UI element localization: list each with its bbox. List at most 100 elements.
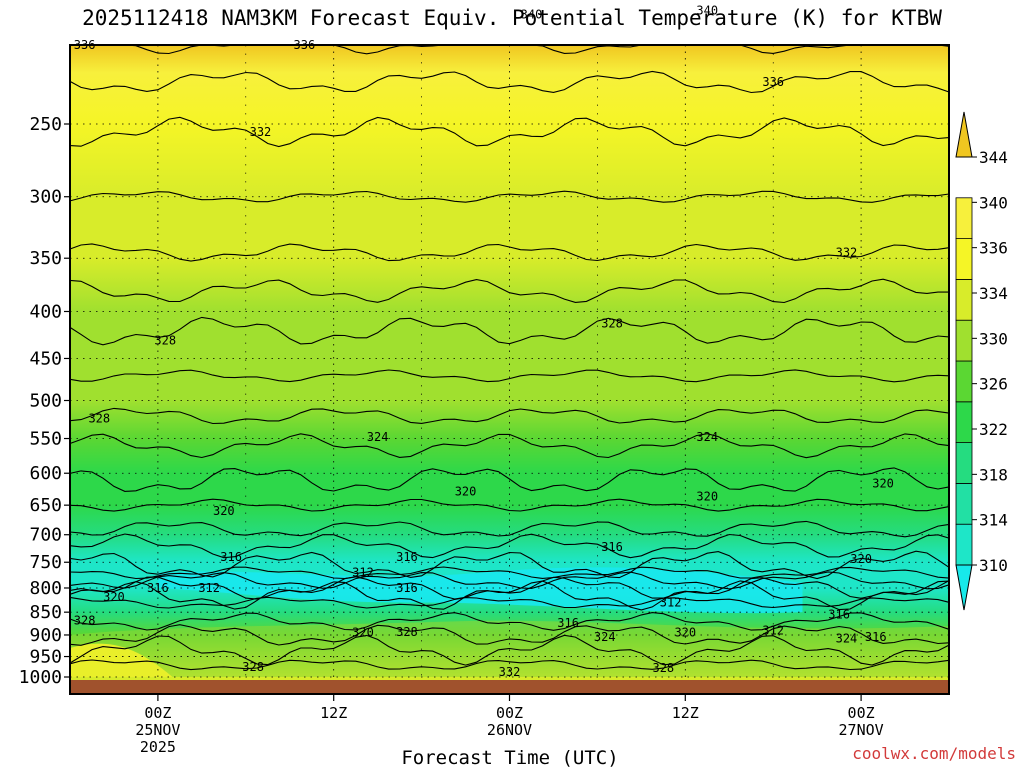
colorbar-label: 340 [979,193,1008,212]
contour-label: 332 [836,245,858,259]
y-tick-label: 750 [29,552,62,573]
y-tick-label: 400 [29,301,62,322]
contour-label: 328 [242,660,264,674]
colorbar-swatch [955,523,973,566]
y-tick-label: 450 [29,348,62,369]
contour-label: 316 [828,608,850,622]
contour-line [69,576,950,600]
contour-label: 340 [696,3,718,17]
x-tick-label: 27NOV [839,721,884,739]
y-tick-label: 800 [29,578,62,599]
colorbar-swatch [955,278,973,321]
surface-high-theta-region [70,643,173,677]
chart-title: 2025112418 NAM3KM Forecast Equiv. Potent… [82,6,942,30]
contour-label: 320 [674,626,696,640]
x-tick-label: 12Z [320,704,347,722]
contour-label: 320 [872,477,894,491]
grid-lines [70,45,949,694]
colorbar-top-arrow [955,111,973,158]
y-tick-label: 600 [29,463,62,484]
ground-surface [70,680,949,694]
colorbar-label: 314 [979,511,1008,530]
contour-label: 324 [594,630,616,644]
y-tick-label: 350 [29,248,62,269]
contour-label: 328 [601,316,623,330]
contour-line [69,407,950,425]
contour-line [69,596,950,609]
contour-line [69,369,950,383]
contour-label: 320 [352,626,374,640]
contour-label: 320 [696,489,718,503]
contour-label: 328 [396,625,418,639]
contour-label: 316 [557,616,579,630]
y-tick-label: 250 [29,114,62,135]
y-tick-label: 1000 [19,667,62,688]
colorbar-label: 318 [979,465,1008,484]
contour-line [69,70,950,94]
contour-label: 312 [660,596,682,610]
y-tick-label: 550 [29,429,62,450]
y-tick-label: 300 [29,187,62,208]
contour-line [69,533,950,559]
colorbar-label: 336 [979,239,1008,258]
contour-label: 312 [762,624,784,638]
contour-label: 336 [762,75,784,89]
contour-label: 312 [198,581,220,595]
x-tick-label: 26NOV [487,721,532,739]
contour-line [69,316,950,346]
contour-label: 320 [850,552,872,566]
y-axis: 2503003504004505005506006507007508008509… [19,114,70,688]
contour-label: 328 [74,614,96,628]
colorbar-label: 322 [979,420,1008,439]
colorbar-label: 334 [979,284,1008,303]
contour-line [69,190,950,203]
y-tick-label: 700 [29,525,62,546]
contour-label: 316 [601,540,623,554]
credit-text: coolwx.com/models [852,744,1016,763]
colorbar-label: 330 [979,329,1008,348]
contour-label: 312 [352,566,374,580]
contour-label: 320 [103,590,125,604]
contour-line [69,467,950,492]
colorbar-label: 310 [979,556,1008,575]
contour-line [69,116,950,148]
contour-line [69,612,950,631]
theta-e-field [70,45,949,694]
contour-line [69,659,950,671]
contour-line [69,433,950,459]
contour-label: 332 [250,125,272,139]
colorbar-swatch [955,319,973,362]
colorbar-swatch [955,360,973,403]
contour-label: 316 [220,550,242,564]
colorbar-swatch [955,482,973,525]
contour-label: 340 [521,8,543,22]
contour-label: 324 [696,430,718,444]
contour-label: 328 [154,333,176,347]
x-tick-label: 25NOV [135,721,180,739]
x-tick-label: 00Z [848,704,875,722]
contour-line [69,520,950,538]
y-tick-label: 850 [29,602,62,623]
contour-line [69,498,950,512]
contour-label: 320 [455,484,477,498]
colorbar-label: 344 [979,148,1008,167]
colorbar: 310 314 318 322 326 330 334 336 340 344 [955,111,1008,611]
x-tick-label: 00Z [496,704,523,722]
y-tick-label: 950 [29,647,62,668]
colorbar-swatch [955,401,973,443]
contour-label: 320 [213,504,235,518]
contour-line [69,624,950,646]
x-tick-label: 00Z [144,704,171,722]
colorbar-swatch [955,238,973,280]
contour-label: 324 [367,430,389,444]
contour-label: 316 [147,581,169,595]
contour-label: 316 [865,630,887,644]
contour-label: 316 [396,581,418,595]
contour-label: 316 [396,550,418,564]
y-tick-label: 900 [29,625,62,646]
low-theta-region [157,567,803,614]
colorbar-swatch [955,197,973,240]
contour-line [69,634,950,666]
